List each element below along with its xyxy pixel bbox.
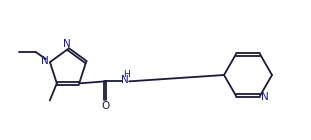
- Text: N: N: [40, 56, 48, 66]
- Text: H: H: [123, 70, 130, 79]
- Text: N: N: [261, 92, 268, 102]
- Text: N: N: [63, 38, 71, 48]
- Text: O: O: [101, 101, 109, 111]
- Text: N: N: [121, 75, 129, 85]
